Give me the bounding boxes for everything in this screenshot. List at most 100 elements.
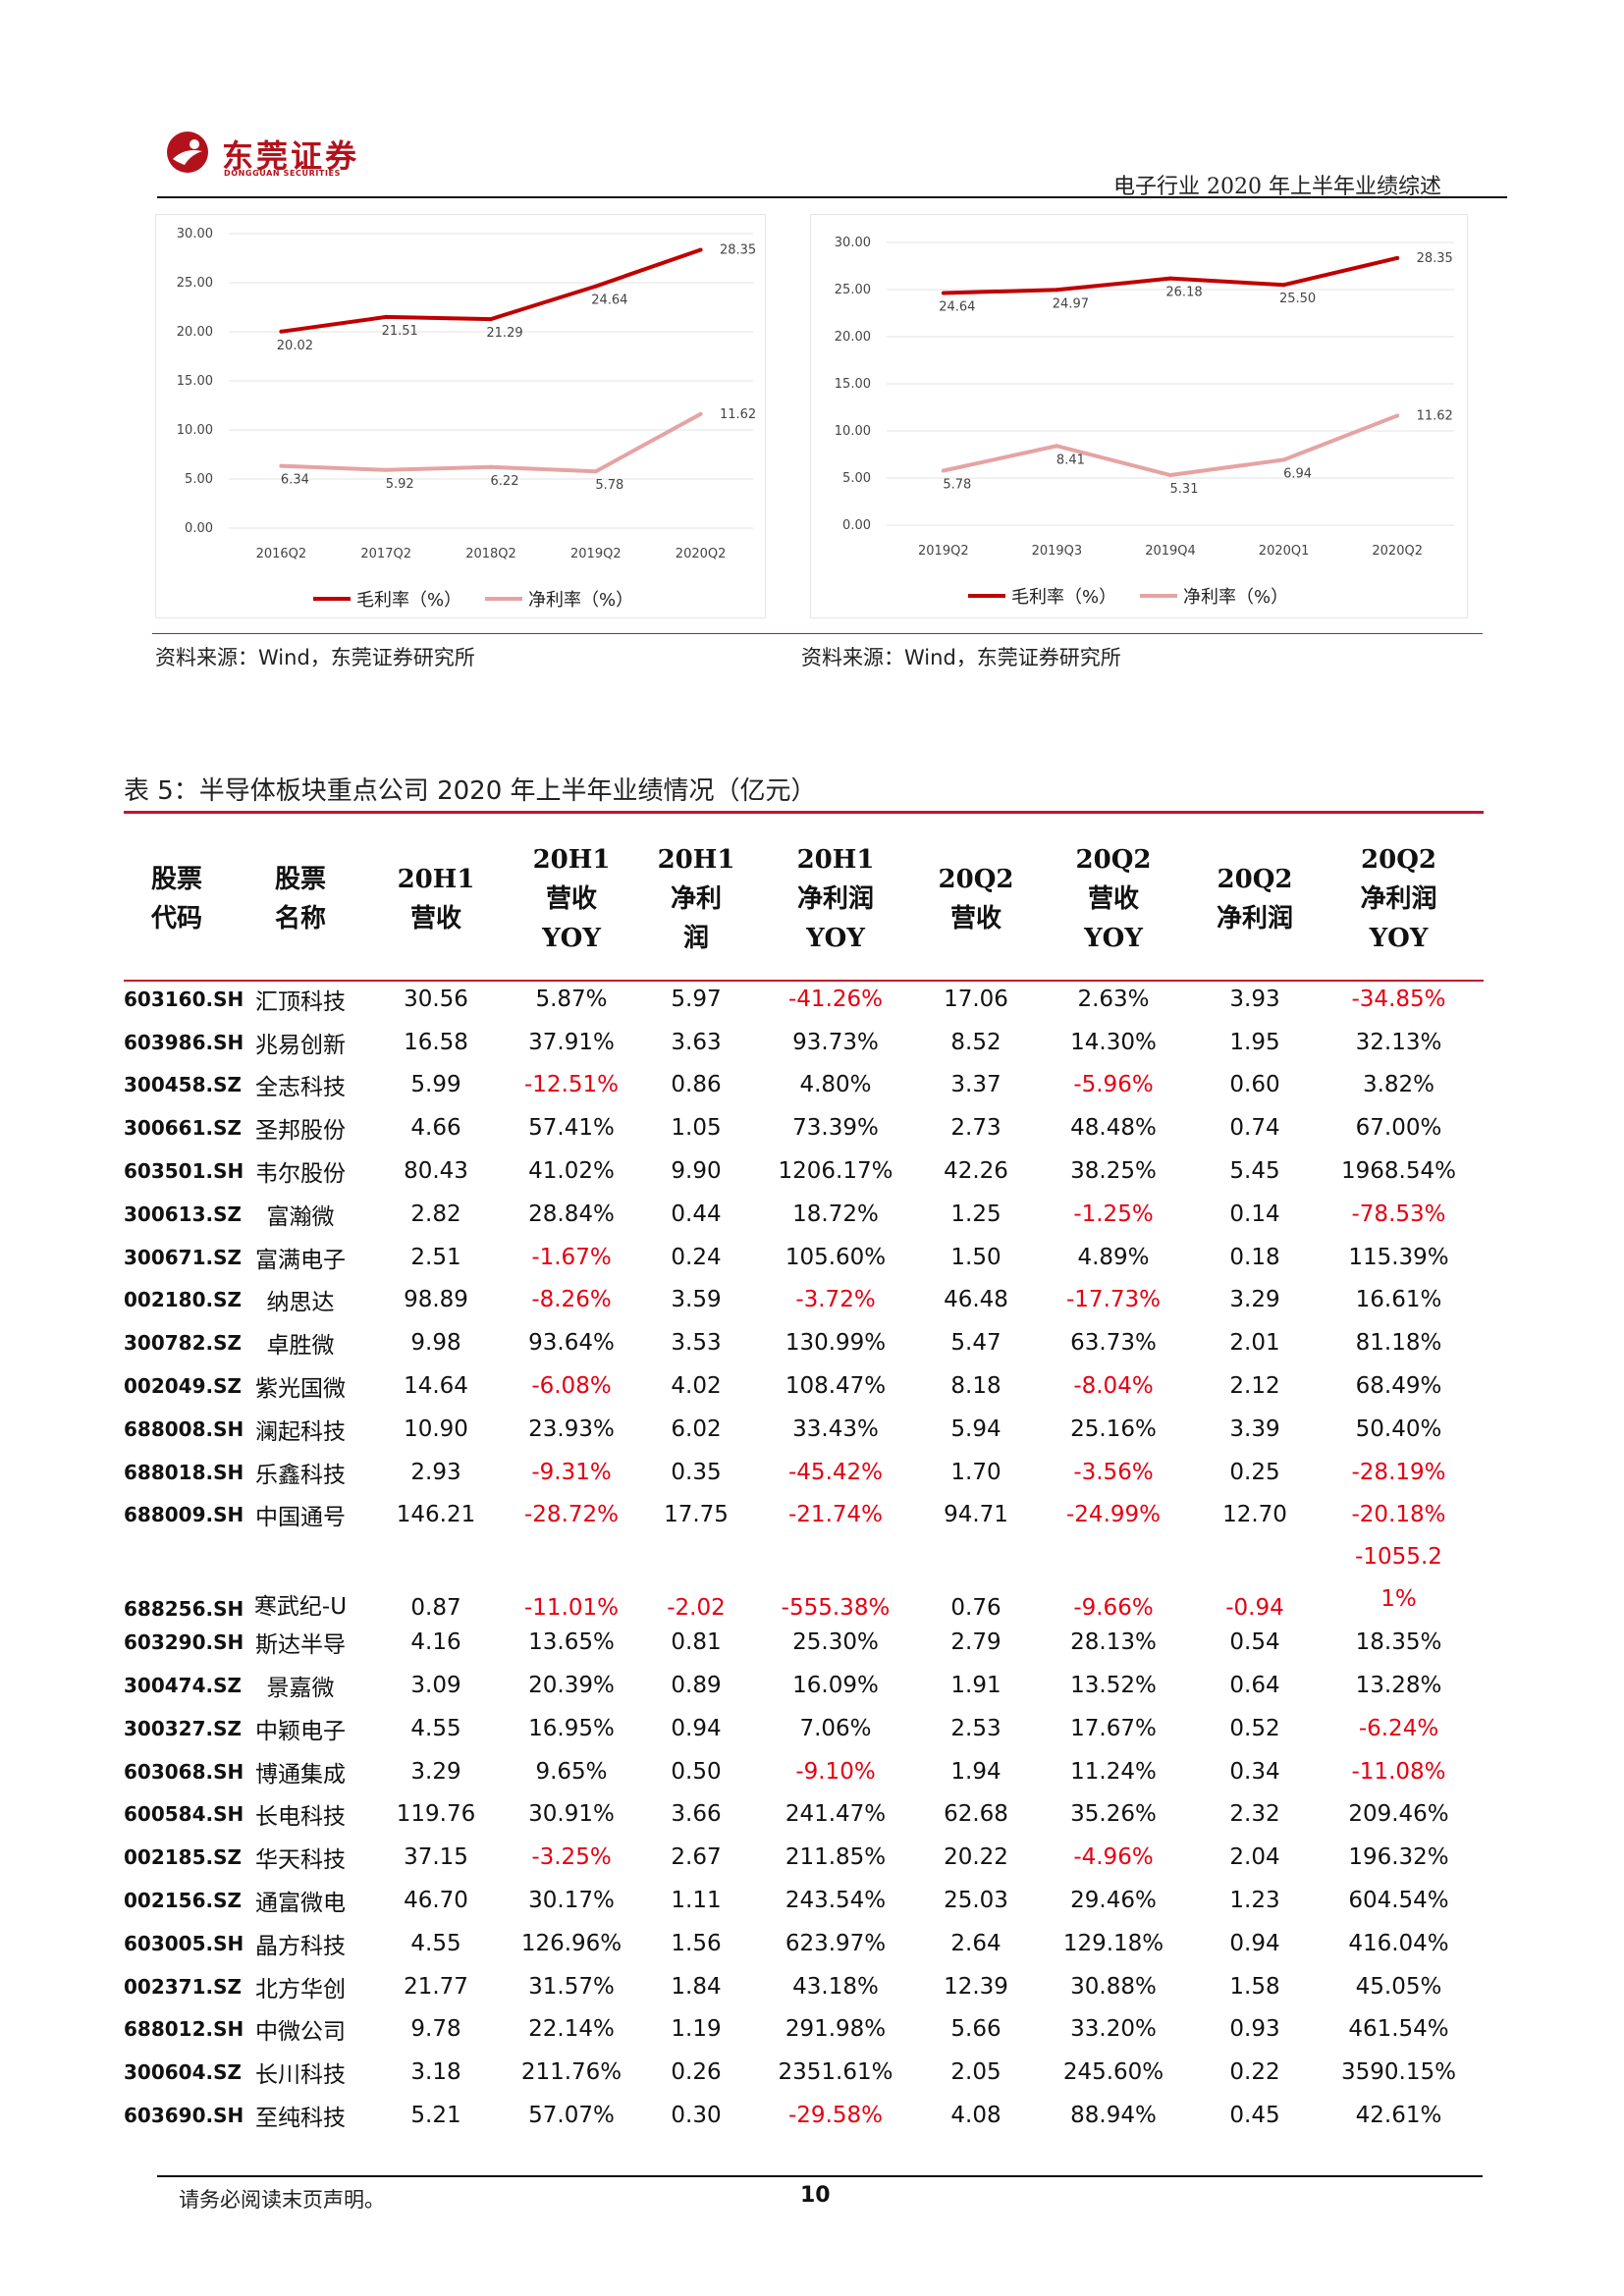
value-cell: 2.67 xyxy=(671,1844,722,1871)
value-cell: 604.54% xyxy=(1348,1888,1449,1914)
chart-quarterly-margins-svg: 30.00 25.00 20.00 15.00 10.00 5.00 0.00 2019Q2 2… xyxy=(835,236,1454,608)
value-cell: 4.80% xyxy=(799,1072,872,1098)
value-cell: 2.64 xyxy=(950,1930,1001,1956)
value-cell: 0.45 xyxy=(1229,2103,1280,2129)
value-cell: 63.73% xyxy=(1070,1330,1157,1357)
table-row: 300782.SZ 卓胜微 9.98 93.64% 3.53 130.99% 5.47 63.… xyxy=(124,1321,1484,1364)
data-label: 20.02 xyxy=(277,339,313,353)
stock-name-cell: 富满电子 xyxy=(255,1247,346,1273)
value-cell: 2.51 xyxy=(410,1244,461,1270)
data-label: 24.64 xyxy=(591,294,627,308)
stock-code-cell: 688256.SH xyxy=(124,1597,244,1622)
value-cell: 1.56 xyxy=(671,1930,722,1956)
table-row: 603290.SH 斯达半导 4.16 13.65% 0.81 25.30% 2.79 28.… xyxy=(124,1621,1484,1664)
table-row: 603986.SH 兆易创新 16.58 37.91% 3.63 93.73% 8.52 14… xyxy=(124,1021,1484,1064)
value-cell: 245.60% xyxy=(1062,2059,1164,2086)
value-cell: 30.17% xyxy=(528,1888,615,1914)
chart-quarterly-margins: 30.00 25.00 20.00 15.00 10.00 5.00 0.00 2019Q2 2… xyxy=(810,214,1468,618)
stock-code-cell: 002371.SZ xyxy=(124,1974,242,1999)
stock-code-cell: 603290.SH xyxy=(124,1630,244,1655)
data-label: 5.31 xyxy=(1170,482,1199,497)
source-note-right: 资料来源：Wind，东莞证券研究所 xyxy=(801,646,1121,669)
table-row: 688008.SH 澜起科技 10.90 23.93% 6.02 33.43% 5.94 25… xyxy=(124,1408,1484,1451)
stock-code-cell: 603068.SH xyxy=(124,1759,244,1784)
table-row: 002180.SZ 纳思达 98.89 -8.26% 3.59 -3.72% 46.48 -1… xyxy=(124,1279,1484,1322)
value-cell: 16.61% xyxy=(1355,1287,1442,1313)
data-point xyxy=(279,463,284,468)
y-tick-label: 5.00 xyxy=(185,472,213,487)
value-cell: 1.58 xyxy=(1229,1973,1280,2000)
table-row: 300474.SZ 景嘉微 3.09 20.39% 0.89 16.09% 1.91 13.5… xyxy=(124,1664,1484,1707)
value-cell: 129.18% xyxy=(1062,1930,1164,1956)
value-cell: 3.53 xyxy=(671,1330,722,1357)
value-cell: 68.49% xyxy=(1355,1373,1442,1400)
stock-code-cell: 002049.SZ xyxy=(124,1374,242,1399)
value-cell: 4.02 xyxy=(671,1373,722,1400)
value-cell: 5.47 xyxy=(950,1330,1001,1357)
value-cell: 130.99% xyxy=(785,1330,887,1357)
stock-code-cell: 603690.SH xyxy=(124,2104,244,2128)
column-header: 20H1 净利润 YOY xyxy=(796,845,875,953)
data-label: 21.51 xyxy=(382,324,418,339)
value-cell: 10.90 xyxy=(404,1415,468,1442)
table-row: 300604.SZ 长川科技 3.18 211.76% 0.26 2351.61% 2.05… xyxy=(124,2051,1484,2094)
value-cell: -1.25% xyxy=(1073,1201,1154,1227)
value-cell: -3.72% xyxy=(795,1287,876,1313)
value-cell: 0.50 xyxy=(671,1758,722,1785)
caption-divider xyxy=(124,811,1484,814)
value-cell: 12.70 xyxy=(1222,1502,1287,1528)
value-cell: 93.64% xyxy=(528,1330,615,1357)
value-cell: 98.89 xyxy=(404,1287,468,1313)
value-cell: -34.85% xyxy=(1351,986,1446,1012)
value-cell: 14.64 xyxy=(404,1373,468,1400)
value-cell: 5.87% xyxy=(535,986,608,1012)
stock-name-cell: 韦尔股份 xyxy=(255,1161,346,1188)
value-cell: 0.60 xyxy=(1229,1072,1280,1098)
data-label: 25.50 xyxy=(1279,292,1316,306)
value-cell: 35.26% xyxy=(1070,1801,1157,1828)
wrapped-value-line: -1055.2 xyxy=(1355,1544,1442,1571)
value-cell: 0.22 xyxy=(1229,2059,1280,2086)
stock-name-cell: 中国通号 xyxy=(255,1505,346,1531)
legend-label: 毛利率（%） xyxy=(1011,587,1116,608)
data-point xyxy=(941,468,946,473)
value-cell: -17.73% xyxy=(1066,1287,1161,1313)
stock-name-cell: 斯达半导 xyxy=(255,1632,346,1659)
data-label: 5.78 xyxy=(595,478,623,493)
stock-name-cell: 长电科技 xyxy=(255,1804,346,1831)
value-cell: 23.93% xyxy=(528,1415,615,1442)
y-tick-label: 0.00 xyxy=(842,518,871,533)
value-cell: 9.78 xyxy=(410,2016,461,2043)
value-cell: 30.91% xyxy=(528,1801,615,1828)
column-header: 20Q2 净利润 xyxy=(1216,865,1293,934)
data-label: 6.94 xyxy=(1283,466,1312,481)
data-point xyxy=(1395,413,1400,418)
legend-label: 毛利率（%） xyxy=(356,590,461,611)
data-label: 24.97 xyxy=(1053,296,1089,311)
value-cell: 1.70 xyxy=(950,1459,1001,1485)
company-logo: 东莞证券 DONGGUAN SECURITIES xyxy=(157,128,373,187)
value-cell: 3.37 xyxy=(950,1072,1001,1098)
wrapped-value: -1055.2 1% xyxy=(1314,1536,1484,1621)
value-cell: 3.66 xyxy=(671,1801,722,1828)
value-cell: 1.50 xyxy=(950,1244,1001,1270)
x-tick-label: 2019Q2 xyxy=(570,547,622,561)
value-cell: 1.91 xyxy=(950,1673,1001,1699)
table-row: 002049.SZ 紫光国微 14.64 -6.08% 4.02 108.47% 8.18 -… xyxy=(124,1364,1484,1408)
table-row: 002371.SZ 北方华创 21.77 31.57% 1.84 43.18% 12.39 3… xyxy=(124,1965,1484,2008)
stock-code-cell: 300671.SZ xyxy=(124,1245,242,1269)
stock-name-cell: 北方华创 xyxy=(255,1976,346,2002)
performance-table: 股票 代码 股票 名称 20H1 营收 20H1 营收 YOY 20H1 净利 润 20H… xyxy=(124,821,1484,2137)
stock-code-cell: 300474.SZ xyxy=(124,1674,242,1698)
value-cell: -9.31% xyxy=(531,1459,612,1485)
value-cell: 8.18 xyxy=(950,1373,1001,1400)
value-cell: 211.76% xyxy=(520,2059,623,2086)
value-cell: 3.63 xyxy=(671,1029,722,1055)
value-cell: 80.43 xyxy=(404,1158,468,1185)
value-cell: 16.95% xyxy=(528,1715,615,1741)
value-cell: 67.00% xyxy=(1355,1115,1442,1142)
value-cell: 21.77 xyxy=(404,1973,468,2000)
value-cell: 33.43% xyxy=(792,1415,879,1442)
value-cell: 1.95 xyxy=(1229,1029,1280,1055)
table-row: 300327.SZ 中颖电子 4.55 16.95% 0.94 7.06% 2.53 17.6… xyxy=(124,1707,1484,1750)
